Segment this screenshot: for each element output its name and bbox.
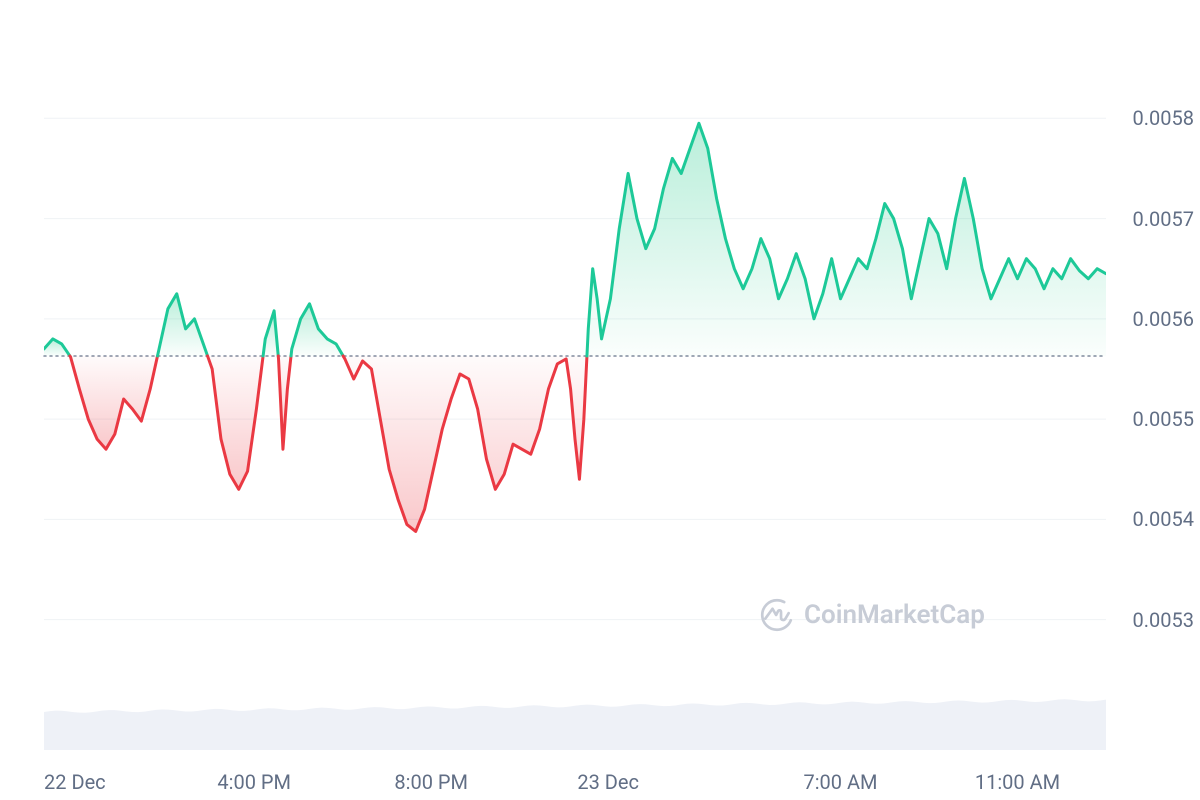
x-tick-label: 23 Dec [577,770,639,794]
x-tick-label: 11:00 AM [975,770,1060,794]
x-tick-label: 22 Dec [44,770,106,794]
price-chart[interactable]: 0.0053 0.0054 0.0055 0.0056 0.0057 0.0058 22 … [0,0,1200,800]
x-tick-label: 7:00 AM [803,770,877,794]
y-tick-label: 0.0057 [1133,207,1194,231]
y-tick-label: 0.0058 [1133,106,1194,130]
x-tick-label: 8:00 PM [394,770,468,794]
y-tick-label: 0.0056 [1133,307,1194,331]
y-tick-label: 0.0053 [1133,608,1194,632]
y-tick-label: 0.0054 [1133,507,1194,531]
y-tick-label: 0.0055 [1133,407,1194,431]
chart-canvas [0,0,1200,800]
x-tick-label: 4:00 PM [217,770,291,794]
